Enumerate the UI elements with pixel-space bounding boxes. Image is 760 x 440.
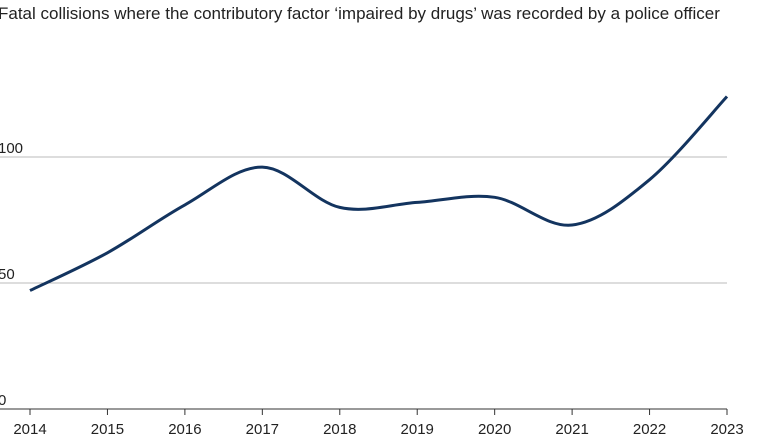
x-tick-label: 2017 [246,421,279,438]
x-tick-label: 2016 [168,421,201,438]
x-tick-label: 2014 [13,421,46,438]
x-tick-label: 2022 [633,421,666,438]
x-tick-label: 2018 [323,421,356,438]
data-line [29,95,729,292]
y-tick-label: 50 [0,266,15,283]
x-tick-label: 2015 [91,421,124,438]
x-tick-label: 2023 [710,421,743,438]
chart-title: Fatal collisions where the contributory … [0,4,720,23]
x-tick-label: 2019 [401,421,434,438]
x-tick-label: 2020 [478,421,511,438]
y-tick-label: 100 [0,140,23,157]
y-tick-label: 0 [0,392,6,409]
x-tick-label: 2021 [555,421,588,438]
